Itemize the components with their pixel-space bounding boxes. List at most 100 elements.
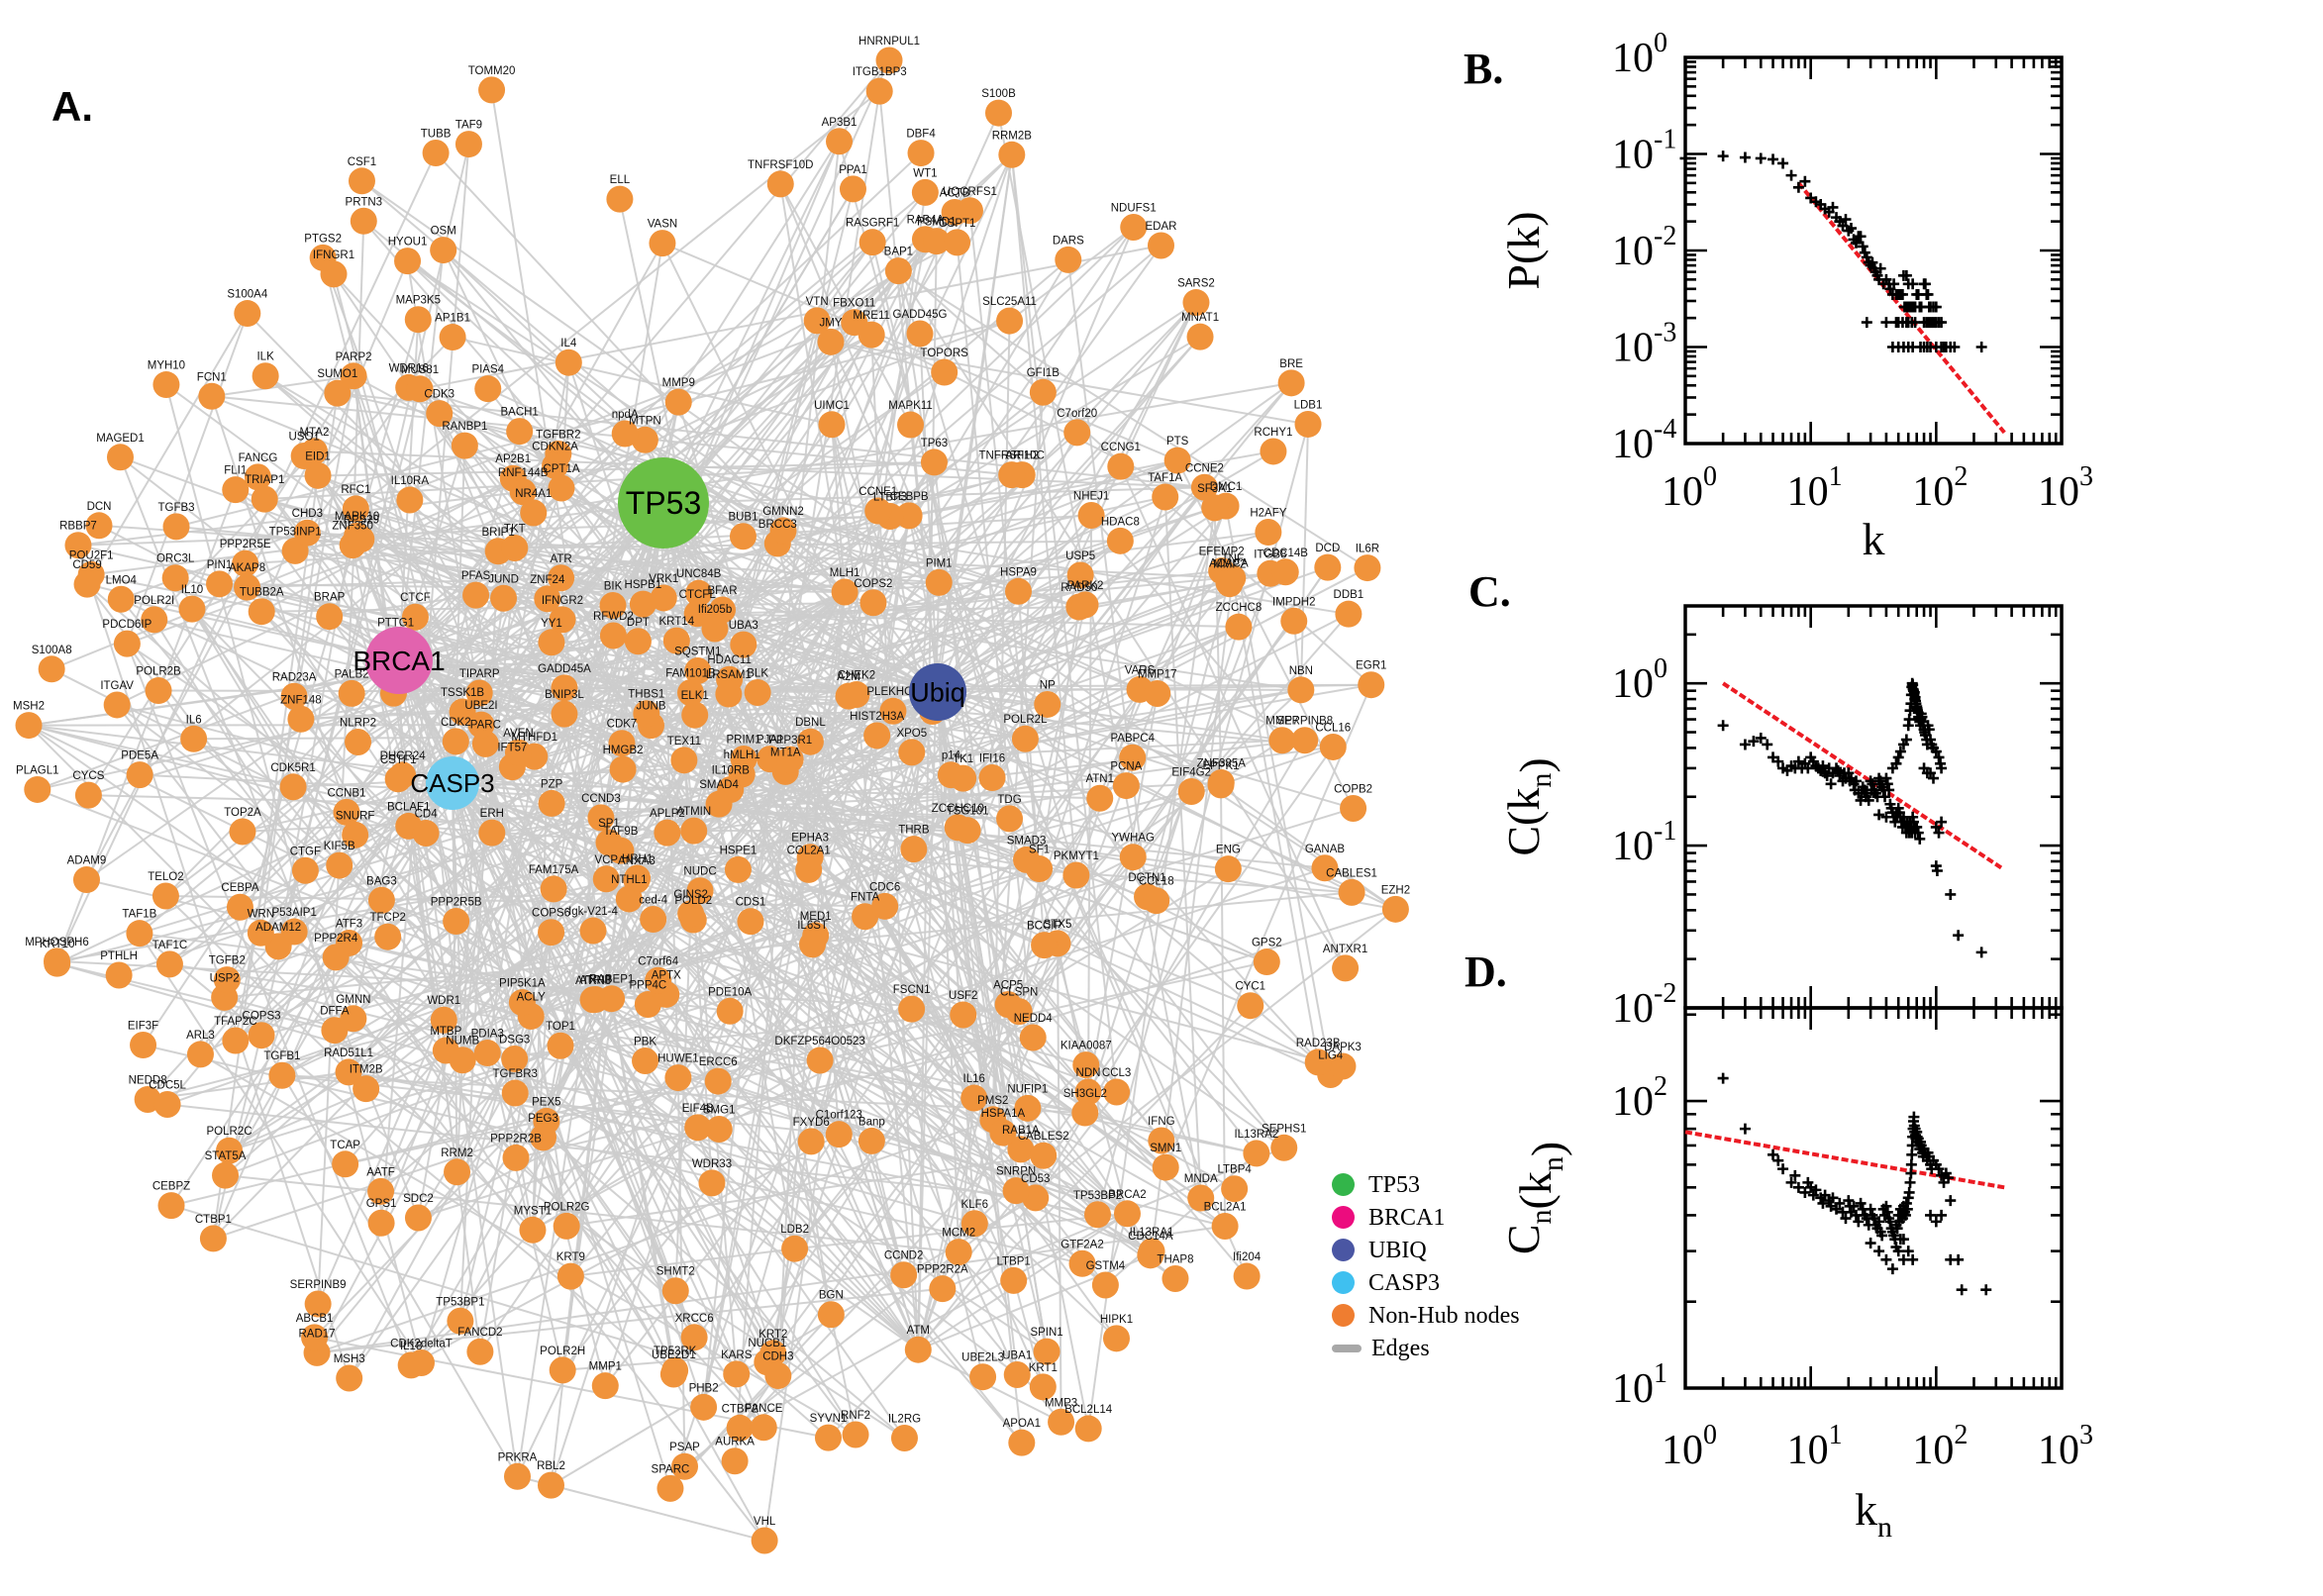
network-node	[534, 585, 561, 613]
data-point	[1956, 1284, 1968, 1296]
network-edge	[219, 582, 846, 594]
network-node-label: YWHAG	[1112, 833, 1156, 845]
data-point	[1873, 809, 1885, 821]
network-node-label: PARP2	[336, 351, 372, 363]
network-node-label: ATRIP	[579, 975, 612, 987]
network-node-label: SF1	[1029, 845, 1050, 856]
network-node-label: DMC1	[1210, 481, 1243, 493]
network-node	[1186, 323, 1214, 350]
network-node	[548, 474, 575, 502]
network-node	[1277, 369, 1305, 397]
network-node	[587, 804, 615, 832]
tick-label: 10-2	[1612, 221, 1676, 274]
network-node-label: MNDA	[1184, 1173, 1218, 1185]
network-node	[353, 1075, 380, 1103]
network-edge	[661, 243, 894, 712]
network-node	[161, 564, 189, 592]
data-point	[1777, 1163, 1789, 1175]
network-node	[751, 1527, 778, 1554]
network-node-label: FANCD2	[457, 1327, 502, 1339]
hub-label-brca1: BRCA1	[353, 646, 445, 676]
data-point	[1827, 1192, 1839, 1204]
network-node-label: BFAR	[707, 585, 737, 597]
network-node	[1102, 1325, 1130, 1352]
hub-label-casp3: CASP3	[410, 768, 494, 798]
data-point	[1933, 827, 1945, 839]
network-node	[508, 989, 536, 1017]
network-edge	[442, 249, 1162, 1142]
data-point	[1873, 1246, 1885, 1257]
network-node-label: GMNN2	[762, 506, 804, 518]
network-node-label: TOPORS	[921, 348, 969, 359]
data-point	[1881, 1206, 1893, 1218]
network-node	[1063, 419, 1091, 447]
network-node-label: POU2F1	[69, 549, 114, 561]
network-node-label: RPS29	[344, 515, 379, 527]
network-node	[157, 1192, 185, 1220]
network-node-label: NEDD4	[1014, 1013, 1054, 1025]
network-node-label: LDB1	[1294, 399, 1323, 411]
network-node-label: BCLAF1	[387, 801, 430, 813]
network-node-label: APLP2	[650, 808, 685, 820]
network-node	[831, 578, 858, 606]
network-node-label: CTGF	[290, 846, 321, 857]
network-node-label: NLRP2	[340, 718, 376, 730]
network-node	[1003, 1360, 1031, 1388]
network-node-label: PDCD6IP	[102, 619, 152, 631]
network-node	[106, 444, 134, 471]
network-node-label: MAPK11	[888, 400, 933, 412]
legend-label: Non-Hub nodes	[1368, 1302, 1520, 1329]
network-edge	[1008, 226, 1135, 322]
network-node-label: UQCRFS1	[943, 186, 997, 198]
network-node	[737, 908, 764, 936]
network-edge	[263, 498, 939, 693]
network-node-label: RBBP7	[59, 521, 97, 533]
network-node-label: ATXN3	[575, 975, 611, 987]
network-node-label: TGFB2	[209, 955, 246, 967]
network-node	[1112, 772, 1140, 800]
network-node-label: SARS2	[1177, 278, 1215, 290]
network-node-label: DFFA	[320, 1006, 350, 1018]
network-node	[606, 185, 634, 213]
network-node	[1034, 690, 1061, 718]
data-point	[1861, 251, 1872, 263]
legend-label: UBIQ	[1368, 1237, 1427, 1263]
network-node-label: PIP5K1A	[499, 978, 546, 990]
data-point	[1886, 1263, 1898, 1275]
network-node	[268, 1061, 296, 1089]
data-point	[1945, 1195, 1957, 1207]
network-node	[430, 237, 457, 264]
network-node-label: ATR	[551, 553, 572, 565]
network-node-label: LTBP4	[1217, 1164, 1252, 1176]
network-edge	[348, 1070, 1098, 1216]
network-node	[1137, 1242, 1164, 1269]
plot-frame	[1683, 604, 2064, 1010]
network-node	[715, 680, 743, 708]
network-node	[978, 764, 1006, 792]
network-node-label: BRCC3	[758, 519, 797, 531]
data-point	[1880, 811, 1892, 823]
network-node	[1280, 607, 1308, 635]
network-node	[944, 229, 971, 256]
network-node	[350, 207, 377, 235]
network-edge	[810, 302, 1197, 1143]
network-node	[126, 920, 153, 948]
data-point	[1953, 1253, 1965, 1265]
network-node-label: HSPB1	[625, 579, 662, 591]
network-node	[895, 502, 923, 530]
network-node-label: BLK	[747, 667, 768, 679]
network-node-label: ZNF350	[332, 521, 373, 533]
data-point	[1930, 821, 1942, 833]
network-node	[503, 1462, 531, 1490]
network-node-label: CEBPZ	[152, 1181, 190, 1193]
network-node	[105, 961, 133, 989]
network-node-label: PDE10A	[708, 986, 752, 998]
network-node-label: ILK	[256, 351, 274, 363]
network-node-label: ZNF385A	[1197, 758, 1247, 770]
network-node	[656, 1474, 684, 1502]
network-node-label: TGFBR3	[493, 1068, 538, 1080]
network-node-label: PLAGL1	[16, 764, 58, 776]
network-node-label: MNAT1	[1181, 312, 1219, 324]
network-node-label: MSH3	[334, 1353, 365, 1365]
